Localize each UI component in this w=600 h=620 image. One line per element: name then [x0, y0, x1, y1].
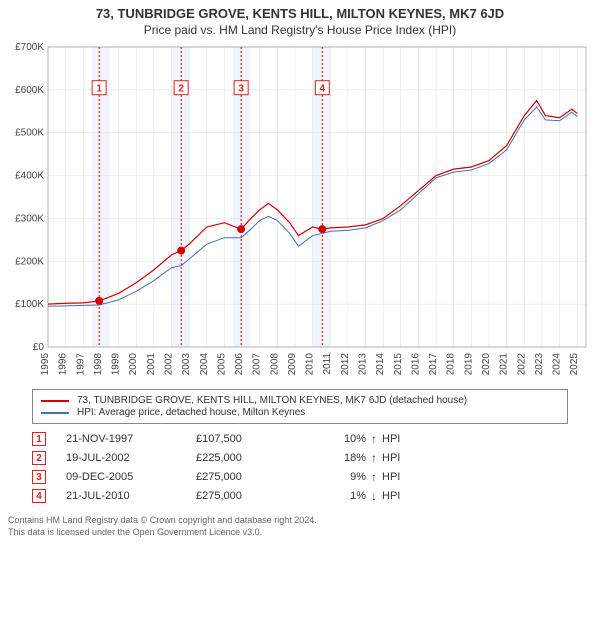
event-tag: HPI — [382, 490, 568, 502]
svg-text:4: 4 — [320, 84, 326, 95]
arrow-icon: ↑ — [366, 451, 382, 465]
sale-event-row: 3 09-DEC-2005£275,0009%↑HPI — [32, 470, 568, 484]
event-number: 2 — [32, 451, 46, 465]
event-price: £107,500 — [196, 433, 306, 445]
legend-item: 73, TUNBRIDGE GROVE, KENTS HILL, MILTON … — [41, 395, 559, 406]
svg-text:2017: 2017 — [428, 353, 439, 376]
chart-title: 73, TUNBRIDGE GROVE, KENTS HILL, MILTON … — [4, 6, 596, 21]
svg-text:2003: 2003 — [181, 353, 192, 376]
svg-text:2005: 2005 — [216, 353, 227, 376]
svg-text:2019: 2019 — [463, 353, 474, 376]
svg-text:2006: 2006 — [234, 353, 245, 376]
sale-events-table: 121-NOV-1997£107,50010%↑HPI219-JUL-2002£… — [32, 432, 568, 503]
legend-swatch — [41, 412, 69, 414]
svg-text:2014: 2014 — [375, 353, 386, 376]
svg-text:2002: 2002 — [163, 353, 174, 376]
legend: 73, TUNBRIDGE GROVE, KENTS HILL, MILTON … — [32, 389, 568, 424]
event-number: 1 — [32, 432, 46, 446]
svg-text:2020: 2020 — [481, 353, 492, 376]
svg-text:2009: 2009 — [287, 353, 298, 376]
svg-text:1999: 1999 — [111, 353, 122, 376]
event-number: 4 — [32, 489, 46, 503]
svg-text:2001: 2001 — [146, 353, 157, 376]
svg-text:2016: 2016 — [410, 353, 421, 376]
svg-text:2007: 2007 — [252, 353, 263, 376]
svg-text:£600K: £600K — [15, 85, 44, 96]
event-tag: HPI — [382, 471, 568, 483]
svg-text:2: 2 — [178, 84, 184, 95]
svg-text:2008: 2008 — [269, 353, 280, 376]
event-pct: 9% — [306, 471, 366, 483]
event-date: 21-NOV-1997 — [66, 433, 196, 445]
svg-text:3: 3 — [238, 84, 244, 95]
svg-text:2010: 2010 — [305, 353, 316, 376]
footnote-line1: Contains HM Land Registry data © Crown c… — [8, 515, 596, 527]
arrow-icon: ↑ — [366, 470, 382, 484]
event-pct: 18% — [306, 452, 366, 464]
chart-area: £0 £100K £200K £300K £400K £500K £600K £700K 199… — [4, 43, 596, 383]
svg-text:2012: 2012 — [340, 353, 351, 376]
line-chart: £0 £100K £200K £300K £400K £500K £600K £700K 199… — [4, 43, 596, 383]
sale-event-row: 1 21-NOV-1997£107,50010%↑HPI — [32, 432, 568, 446]
svg-text:£400K: £400K — [15, 171, 44, 182]
svg-text:£200K: £200K — [15, 256, 44, 267]
footnote: Contains HM Land Registry data © Crown c… — [4, 513, 596, 538]
svg-text:2024: 2024 — [552, 353, 563, 376]
svg-text:2000: 2000 — [128, 353, 139, 376]
svg-text:2023: 2023 — [534, 353, 545, 376]
sale-event-row: 2 19-JUL-2002£225,00018%↑HPI — [32, 451, 568, 465]
svg-text:1995: 1995 — [40, 353, 51, 376]
arrow-icon: ↓ — [366, 489, 382, 503]
legend-label: HPI: Average price, detached house, Milt… — [77, 407, 305, 418]
event-pct: 10% — [306, 433, 366, 445]
event-price: £275,000 — [196, 490, 306, 502]
legend-item: HPI: Average price, detached house, Milt… — [41, 407, 559, 418]
svg-text:£500K: £500K — [15, 128, 44, 139]
svg-text:2025: 2025 — [569, 353, 580, 376]
svg-text:£100K: £100K — [15, 299, 44, 310]
event-price: £225,000 — [196, 452, 306, 464]
svg-text:2022: 2022 — [516, 353, 527, 376]
legend-label: 73, TUNBRIDGE GROVE, KENTS HILL, MILTON … — [77, 395, 467, 406]
arrow-icon: ↑ — [366, 432, 382, 446]
svg-text:1998: 1998 — [93, 353, 104, 376]
svg-text:2011: 2011 — [322, 353, 333, 375]
event-date: 19-JUL-2002 — [66, 452, 196, 464]
event-tag: HPI — [382, 433, 568, 445]
event-number: 3 — [32, 470, 46, 484]
event-tag: HPI — [382, 452, 568, 464]
event-price: £275,000 — [196, 471, 306, 483]
svg-text:1997: 1997 — [75, 353, 86, 376]
svg-text:2015: 2015 — [393, 353, 404, 376]
svg-text:1: 1 — [96, 84, 102, 95]
legend-swatch — [41, 400, 69, 402]
sale-event-row: 4 21-JUL-2010£275,0001%↓HPI — [32, 489, 568, 503]
svg-text:2004: 2004 — [199, 353, 210, 376]
event-date: 09-DEC-2005 — [66, 471, 196, 483]
svg-text:1996: 1996 — [58, 353, 69, 376]
svg-text:2021: 2021 — [499, 353, 510, 376]
footnote-line2: This data is licensed under the Open Gov… — [8, 527, 596, 539]
chart-subtitle: Price paid vs. HM Land Registry's House … — [4, 23, 596, 37]
event-date: 21-JUL-2010 — [66, 490, 196, 502]
svg-text:£0: £0 — [33, 342, 45, 353]
svg-text:2013: 2013 — [358, 353, 369, 376]
svg-text:£700K: £700K — [15, 43, 44, 53]
event-pct: 1% — [306, 490, 366, 502]
svg-text:£300K: £300K — [15, 213, 44, 224]
svg-text:2018: 2018 — [446, 353, 457, 376]
